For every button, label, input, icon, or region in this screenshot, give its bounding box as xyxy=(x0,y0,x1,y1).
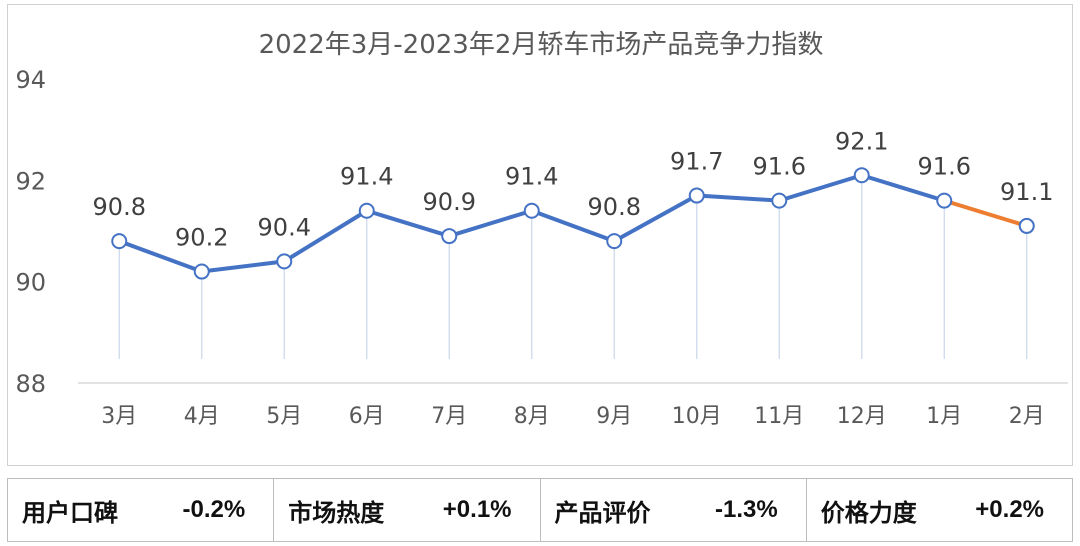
data-point xyxy=(1018,217,1035,234)
data-label: 90.4 xyxy=(258,213,311,241)
data-label: 90.9 xyxy=(423,188,476,216)
data-point xyxy=(111,233,128,250)
data-point xyxy=(193,263,210,280)
data-points xyxy=(111,167,1035,280)
chart-title: 2022年3月-2023年2月轿车市场产品竞争力指数 xyxy=(259,30,824,60)
chart-frame: 2022年3月-2023年2月轿车市场产品竞争力指数 88 90 92 94 3月 4月… xyxy=(7,4,1073,466)
data-label: 91.7 xyxy=(670,148,723,176)
data-point xyxy=(523,202,540,219)
series-line-highlight xyxy=(942,198,1029,228)
metric-value: +0.2% xyxy=(975,496,1044,523)
data-point xyxy=(853,167,870,184)
line-chart: 2022年3月-2023年2月轿车市场产品竞争力指数 88 90 92 94 3月 4月… xyxy=(15,30,1068,429)
data-point xyxy=(441,228,458,245)
data-point xyxy=(771,192,788,209)
x-tick-label: 6月 xyxy=(349,404,385,429)
data-point xyxy=(606,233,623,250)
y-tick-label: 92 xyxy=(15,167,46,195)
x-tick-label: 1月 xyxy=(926,404,962,429)
data-label: 91.1 xyxy=(1000,178,1053,206)
metric-user-reputation: 用户口碑 -0.2% xyxy=(8,479,275,541)
data-label: 91.4 xyxy=(505,163,558,191)
metric-price-strength: 价格力度 +0.2% xyxy=(807,479,1072,541)
data-label: 90.2 xyxy=(175,224,228,252)
metric-value: +0.1% xyxy=(442,496,512,523)
metric-label: 市场热度 xyxy=(288,498,385,527)
metric-value: -1.3% xyxy=(715,496,778,523)
metric-value: -0.2% xyxy=(182,496,246,523)
summary-table: 用户口碑 -0.2% 市场热度 +0.1% 产品评价 -1.3% 价格力度 +0… xyxy=(7,478,1073,542)
y-tick-label: 88 xyxy=(15,370,46,398)
x-axis: 3月 4月 5月 6月 7月 8月 9月 10月 11月 12月 1月 2月 xyxy=(78,382,1068,429)
x-tick-label: 5月 xyxy=(266,404,302,429)
x-tick-label: 12月 xyxy=(837,404,887,429)
drop-lines xyxy=(118,175,1028,359)
data-label: 91.6 xyxy=(918,153,971,181)
metric-label: 产品评价 xyxy=(554,498,651,527)
data-point xyxy=(276,253,293,270)
metric-market-heat: 市场热度 +0.1% xyxy=(274,479,541,541)
x-tick-label: 8月 xyxy=(514,404,550,429)
x-tick-label: 3月 xyxy=(101,404,137,429)
x-tick-label: 7月 xyxy=(431,404,467,429)
metric-label: 价格力度 xyxy=(820,498,917,527)
series-line xyxy=(118,173,1029,274)
metric-label: 用户口碑 xyxy=(22,498,118,527)
x-tick-label: 9月 xyxy=(596,404,632,429)
data-label: 90.8 xyxy=(588,193,641,221)
data-label: 91.4 xyxy=(340,163,393,191)
data-label: 92.1 xyxy=(835,127,888,155)
data-point xyxy=(358,202,375,219)
x-tick-label: 4月 xyxy=(184,404,220,429)
x-tick-label: 2月 xyxy=(1009,404,1045,429)
x-tick-label: 11月 xyxy=(754,404,804,429)
y-tick-label: 90 xyxy=(15,269,46,297)
data-label: 90.8 xyxy=(93,193,146,221)
y-axis: 88 90 92 94 xyxy=(15,66,46,398)
x-tick-label: 10月 xyxy=(672,404,722,429)
y-tick-label: 94 xyxy=(15,66,46,94)
data-label: 91.6 xyxy=(753,153,806,181)
data-point xyxy=(936,192,953,209)
data-labels: 90.8 90.2 90.4 91.4 90.9 91.4 90.8 91.7 91.6 92.1… xyxy=(93,127,1054,251)
metric-product-rating: 产品评价 -1.3% xyxy=(541,479,807,541)
data-point xyxy=(688,187,705,204)
